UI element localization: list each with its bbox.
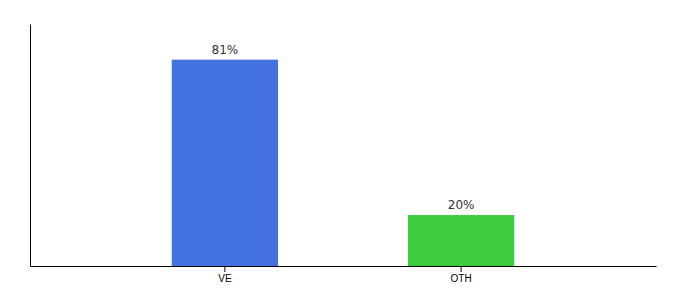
x-tick-mark — [461, 266, 462, 272]
x-tick: VE — [218, 266, 232, 284]
x-tick: OTH — [451, 266, 472, 284]
chart: VE OTH 81% 20% — [0, 0, 680, 300]
bars — [172, 60, 515, 266]
x-tick-mark — [224, 266, 225, 272]
y-axis — [30, 25, 31, 267]
y-axis-line — [30, 25, 31, 267]
bar — [408, 215, 514, 266]
data-label: 20% — [448, 198, 475, 212]
x-tick-label: VE — [218, 273, 232, 284]
x-axis-line — [31, 266, 657, 267]
x-tick-label: OTH — [451, 273, 472, 284]
x-axis: VE OTH — [31, 266, 657, 284]
plot: VE OTH 81% 20% — [31, 25, 657, 285]
data-labels: 81% 20% — [212, 43, 475, 212]
data-label: 81% — [212, 43, 239, 57]
bar — [172, 60, 278, 266]
